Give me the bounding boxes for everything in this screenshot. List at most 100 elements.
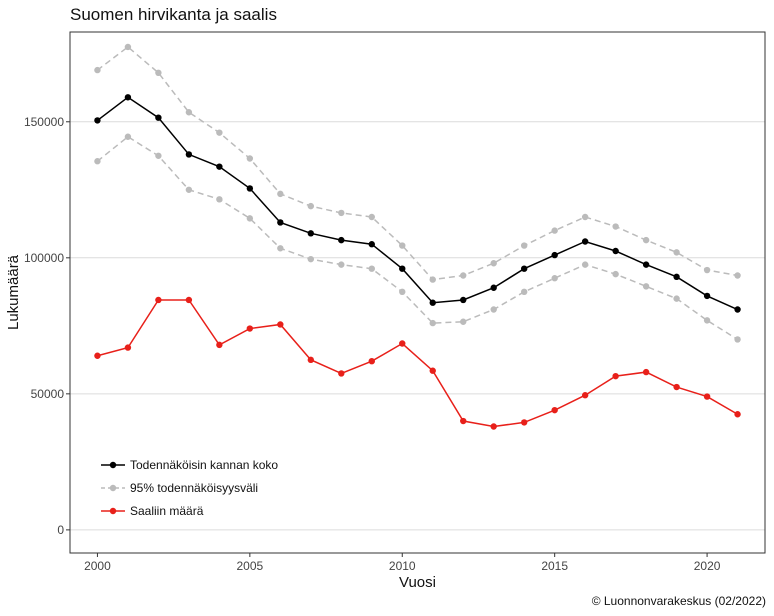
data-point — [581, 261, 589, 268]
legend-label: 95% todennäköisyysväli — [130, 480, 259, 495]
x-tick-label: 2005 — [236, 559, 263, 573]
data-point — [94, 352, 101, 359]
data-point — [703, 266, 711, 274]
data-point — [185, 151, 193, 158]
data-point — [307, 202, 315, 210]
axes: 0 50000 100000 150000 2000 2005 2010 2015 2020 Vu… — [5, 115, 721, 591]
data-point — [429, 276, 436, 283]
data-point — [642, 368, 650, 376]
data-point — [338, 261, 345, 268]
legend-key — [101, 507, 125, 514]
legend-label: Saaliin määrä — [130, 503, 204, 518]
data-point — [734, 272, 741, 279]
x-tick-label: 2020 — [694, 559, 721, 573]
data-point — [490, 260, 497, 267]
data-point — [551, 251, 558, 259]
data-point — [399, 242, 406, 249]
data-point — [277, 219, 284, 226]
x-axis-label: Vuosi — [399, 574, 436, 591]
data-point — [703, 292, 711, 300]
data-point — [612, 223, 619, 230]
legend-item: Todennäköisin kannan koko — [100, 453, 278, 476]
data-point — [155, 152, 162, 159]
data-point — [581, 392, 589, 399]
data-point — [551, 406, 558, 414]
data-point — [185, 296, 193, 304]
data-point — [612, 270, 619, 278]
y-tick-label: 100000 — [24, 251, 64, 265]
data-point — [551, 275, 558, 282]
data-point — [581, 238, 589, 245]
data-point — [216, 196, 223, 203]
data-point — [94, 66, 101, 74]
data-point — [124, 344, 132, 351]
series-group — [94, 296, 741, 430]
data-point — [155, 69, 162, 77]
series-line — [96, 46, 738, 281]
chart-title: Suomen hirvikanta ja saalis — [70, 5, 277, 24]
data-point — [124, 43, 132, 51]
x-tick-label: 2010 — [389, 559, 416, 573]
data-point — [673, 249, 680, 256]
data-point — [520, 288, 528, 296]
legend-key — [101, 461, 125, 468]
series-line — [96, 96, 738, 311]
data-point — [185, 109, 193, 116]
data-point — [734, 411, 741, 418]
data-point — [673, 295, 680, 302]
data-point — [307, 255, 315, 263]
y-tick-label: 150000 — [24, 115, 64, 129]
data-point — [520, 265, 528, 272]
data-point — [338, 236, 345, 244]
data-point — [399, 288, 406, 296]
y-tick-label: 50000 — [31, 387, 65, 401]
data-point — [277, 190, 284, 198]
data-point — [277, 321, 284, 328]
data-point — [460, 272, 467, 279]
series-line — [96, 135, 738, 341]
data-point — [551, 227, 558, 234]
data-point — [612, 372, 619, 380]
legend-key — [101, 484, 125, 491]
data-point — [94, 117, 101, 124]
y-tick-label: 0 — [57, 523, 64, 537]
data-point — [612, 247, 619, 255]
data-point — [338, 209, 345, 217]
data-point — [673, 383, 680, 391]
data-point — [642, 261, 650, 268]
data-point — [246, 155, 254, 162]
series-layer — [94, 43, 741, 430]
data-point — [490, 423, 497, 430]
data-point — [520, 419, 528, 426]
data-point — [460, 296, 467, 304]
data-point — [734, 306, 741, 313]
x-tick-label: 2000 — [84, 559, 111, 573]
data-point — [703, 393, 711, 400]
data-point — [368, 357, 375, 365]
data-point — [460, 318, 467, 325]
data-point — [734, 336, 741, 343]
panel-border — [69, 31, 766, 554]
data-point — [216, 163, 223, 170]
y-axis-label: Lukumäärä — [5, 254, 22, 330]
data-point — [703, 317, 711, 324]
data-point — [246, 215, 254, 222]
data-point — [124, 133, 132, 140]
data-point — [277, 245, 284, 252]
data-point — [429, 299, 436, 306]
legend-item: Saaliin määrä — [100, 499, 278, 522]
data-point — [429, 319, 436, 327]
data-point — [399, 340, 406, 347]
data-point — [307, 230, 315, 237]
data-point — [338, 370, 345, 377]
legend: Todennäköisin kannan koko 95% todennäköis… — [100, 453, 278, 522]
data-point — [246, 325, 254, 332]
data-point — [307, 356, 315, 364]
grid-lines — [70, 121, 765, 531]
credit-text: © Luonnonvarakeskus (02/2022) — [591, 594, 766, 608]
data-point — [246, 185, 254, 192]
data-point — [368, 241, 375, 248]
data-point — [460, 417, 467, 425]
series-group — [94, 94, 741, 313]
